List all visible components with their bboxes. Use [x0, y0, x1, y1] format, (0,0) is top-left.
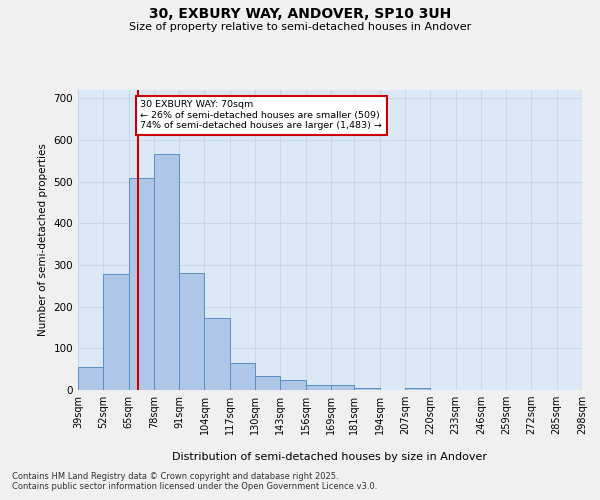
Text: Contains HM Land Registry data © Crown copyright and database right 2025.: Contains HM Land Registry data © Crown c…: [12, 472, 338, 481]
Bar: [405, 388, 430, 390]
Bar: [280, 380, 305, 390]
Bar: [230, 362, 255, 390]
Bar: [154, 154, 179, 390]
Bar: [179, 273, 205, 390]
Bar: [78, 367, 103, 390]
Text: 30 EXBURY WAY: 70sqm
← 26% of semi-detached houses are smaller (509)
74% of semi: 30 EXBURY WAY: 70sqm ← 26% of semi-detac…: [140, 100, 382, 130]
Bar: [331, 385, 355, 390]
Bar: [103, 274, 128, 390]
Bar: [205, 318, 230, 390]
Y-axis label: Number of semi-detached properties: Number of semi-detached properties: [38, 144, 48, 336]
Text: Size of property relative to semi-detached houses in Andover: Size of property relative to semi-detach…: [129, 22, 471, 32]
Text: Distribution of semi-detached houses by size in Andover: Distribution of semi-detached houses by …: [173, 452, 487, 462]
Bar: [128, 178, 154, 390]
Text: 30, EXBURY WAY, ANDOVER, SP10 3UH: 30, EXBURY WAY, ANDOVER, SP10 3UH: [149, 8, 451, 22]
Text: Contains public sector information licensed under the Open Government Licence v3: Contains public sector information licen…: [12, 482, 377, 491]
Bar: [255, 376, 280, 390]
Bar: [355, 388, 380, 390]
Bar: [305, 385, 331, 390]
